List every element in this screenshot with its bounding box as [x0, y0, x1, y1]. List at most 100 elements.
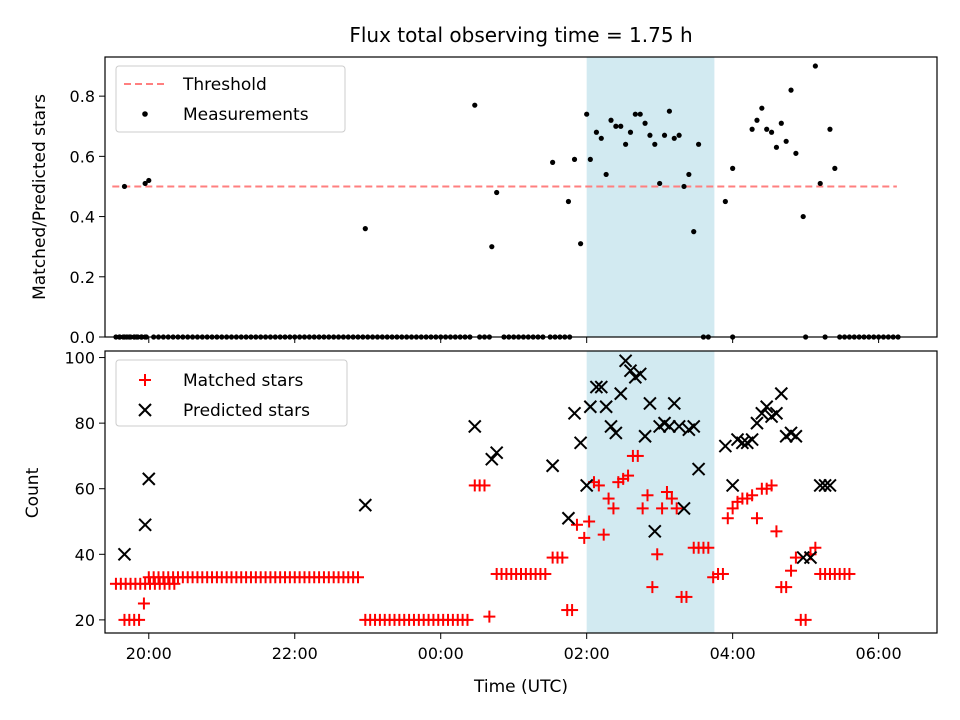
- measurement-point: [550, 159, 556, 165]
- matched-star-point: [461, 613, 474, 626]
- matched-star-point: [660, 486, 673, 498]
- measurement-point: [778, 120, 784, 126]
- top-y-axis: 0.0 0.2 0.4 0.6 0.8: [70, 87, 105, 347]
- measurement-point: [632, 111, 638, 117]
- measurement-point: [608, 117, 614, 123]
- predicted-star-point: [760, 400, 774, 414]
- predicted-star-point: [745, 432, 759, 447]
- matched-star-point: [789, 551, 802, 564]
- top-y-tick-label: 0.0: [70, 328, 95, 347]
- x-tick-label: 20:00: [126, 644, 172, 663]
- measurement-point: [593, 129, 600, 135]
- predicted-star-point: [604, 419, 618, 434]
- measurement-point: [142, 180, 148, 187]
- predicted-star-point: [662, 419, 677, 434]
- measurement-point: [571, 156, 578, 162]
- matched-star-point: [721, 512, 734, 525]
- measurement-point: [768, 129, 775, 135]
- measurement-point: [362, 226, 368, 232]
- predicted-star-point: [614, 386, 628, 401]
- top-panel: 0.00.20.40.60.8 Matched/Predicted stars …: [30, 56, 938, 347]
- predicted-star-point: [823, 478, 837, 493]
- predicted-star-point: [718, 439, 733, 453]
- bottom-x-axis: 20:00 22:00 00:00 02:00 04:00 06:00: [126, 633, 902, 663]
- predicted-star-point: [725, 478, 740, 493]
- bottom-legend-box: [115, 359, 348, 427]
- measurements-legend-label: Measurements: [183, 105, 309, 125]
- predicted-star-point: [468, 419, 482, 434]
- measurement-point: [578, 241, 584, 247]
- top-legend-box: [115, 65, 346, 133]
- measurement-point: [773, 144, 780, 150]
- predicted-star-point: [589, 380, 604, 394]
- bottom-plot-area: [109, 354, 856, 626]
- predicted-star-point: [609, 426, 623, 440]
- predicted-star-point: [648, 524, 662, 539]
- bottom-panel: 20 40 60 80 100 20:00 22:00 00:00 02:00 04:00 06:…: [23, 337, 938, 697]
- measurement-point: [587, 156, 593, 162]
- predicted-legend-swatch: [138, 403, 152, 417]
- matched-star-point: [556, 551, 569, 564]
- bottom-y-tick-label: 60: [75, 480, 95, 499]
- matched-star-point: [641, 489, 654, 502]
- matched-star-point: [726, 502, 739, 515]
- measurement-point: [793, 150, 799, 156]
- chart-title: Flux total observing time = 1.75 h: [349, 23, 692, 47]
- top-y-tick-label: 0.4: [70, 208, 95, 227]
- matched-star-point: [785, 564, 798, 577]
- measurement-point: [489, 244, 495, 250]
- measurement-point: [764, 126, 770, 132]
- threshold-legend-label: Threshold: [182, 75, 267, 95]
- top-axes-frame: [104, 56, 938, 338]
- predicted-star-point: [142, 472, 156, 486]
- matched-star-point: [843, 567, 856, 580]
- predicted-star-point: [633, 367, 647, 381]
- x-tick-label: 22:00: [272, 644, 318, 663]
- matched-star-point: [607, 502, 620, 515]
- matched-star-point: [750, 512, 763, 525]
- measurement-point: [657, 180, 663, 187]
- bottom-y-tick-label: 40: [75, 545, 95, 564]
- measurement-point: [642, 120, 648, 126]
- measurement-point: [666, 108, 672, 114]
- x-tick-label: 02:00: [564, 644, 610, 663]
- matched-star-point: [168, 577, 181, 590]
- bottom-y-tick-label: 80: [75, 414, 95, 433]
- predicted-star-point: [594, 380, 608, 394]
- matched-star-point: [746, 489, 759, 502]
- matched-star-point: [680, 590, 693, 603]
- measurement-point: [494, 189, 500, 196]
- matched-star-point: [539, 567, 552, 580]
- top-y-tick-label: 0.6: [70, 147, 95, 166]
- measurement-point: [565, 198, 572, 205]
- measurement-point: [647, 132, 653, 138]
- measurement-point: [121, 183, 128, 190]
- bottom-y-tick-label: 100: [64, 349, 95, 368]
- matched-star-point: [137, 597, 150, 610]
- matched-star-point: [483, 610, 496, 623]
- measurement-point: [827, 126, 833, 132]
- predicted-star-point: [769, 406, 784, 421]
- matched-star-point: [636, 502, 649, 515]
- matched-star-point: [352, 571, 365, 584]
- top-legend: Threshold Measurements: [115, 65, 346, 133]
- predicted-star-point: [672, 419, 686, 434]
- matched-star-point: [651, 548, 664, 561]
- predicted-star-point: [573, 436, 588, 450]
- x-tick-label: 04:00: [710, 644, 756, 663]
- measurement-point: [788, 87, 794, 93]
- top-highlight-span: [586, 57, 715, 337]
- measurement-point: [623, 141, 629, 147]
- matched-star-point: [622, 469, 635, 482]
- predicted-star-point: [735, 436, 750, 450]
- matched-star-point: [646, 581, 659, 594]
- predicted-star-point: [579, 478, 594, 493]
- measurement-point: [817, 180, 823, 187]
- measurement-point: [661, 132, 668, 138]
- matched-star-point: [656, 502, 669, 515]
- measurement-point: [146, 177, 152, 184]
- matched-legend-swatch: [139, 374, 151, 386]
- measurement-point: [681, 183, 687, 190]
- predicted-star-point: [750, 416, 764, 430]
